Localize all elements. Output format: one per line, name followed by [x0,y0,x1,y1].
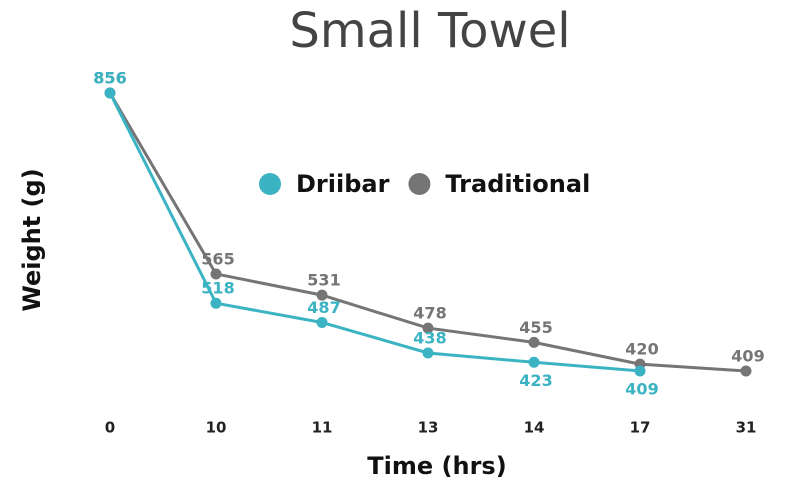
data-point [528,336,540,348]
legend-marker [408,173,431,195]
data-point [528,356,540,368]
data-point [740,365,752,377]
x-tick-label: 0 [105,419,115,437]
data-point [634,365,646,377]
data-label: 455 [519,318,552,337]
x-tick-label: 31 [736,419,757,437]
x-tick-label: 13 [418,419,439,437]
data-point [422,322,434,334]
y-axis-label: Weight (g) [18,168,46,311]
data-point [210,297,222,309]
data-label: 565 [201,249,234,268]
data-label: 420 [625,340,658,359]
data-point [104,87,116,99]
series-line [108,92,641,373]
data-label: 409 [625,380,658,399]
data-point [210,268,222,280]
data-point [316,316,328,328]
x-tick-label: 10 [206,419,227,437]
data-point [316,289,328,301]
x-tick-label: 17 [630,419,651,437]
data-label: 531 [307,271,340,290]
data-label: 438 [413,328,446,347]
data-label: 409 [731,347,764,366]
x-tick-label: 14 [524,419,545,437]
data-label: 856 [93,68,126,87]
x-tick-label: 11 [312,419,333,437]
legend-label: Driibar [296,170,390,198]
x-axis-label: Time (hrs) [367,452,506,480]
data-point [422,347,434,359]
chart-title: Small Towel [289,3,570,59]
data-label: 487 [307,298,340,317]
data-label: 856 [93,68,126,87]
legend-marker [259,173,281,195]
data-label: 518 [201,279,234,298]
data-label: 423 [519,371,552,390]
data-label: 478 [413,304,446,323]
legend-label: Traditional [445,170,590,198]
